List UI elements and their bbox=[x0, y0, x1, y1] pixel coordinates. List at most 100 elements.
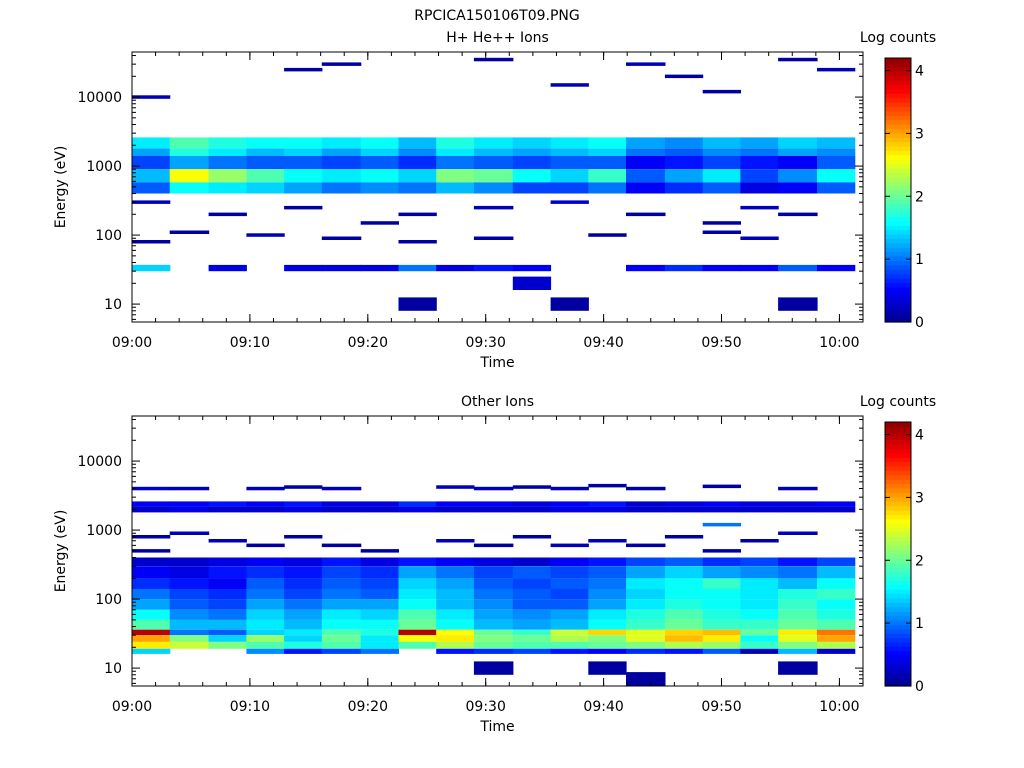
colorbar-segment bbox=[885, 88, 911, 94]
heatmap-band-cell bbox=[284, 619, 323, 630]
heatmap-band-cell bbox=[398, 635, 437, 642]
heatmap-cell bbox=[702, 221, 741, 225]
colorbar-segment bbox=[885, 668, 911, 674]
heatmap-band-cell bbox=[208, 589, 247, 600]
colorbar-segment bbox=[885, 198, 911, 204]
heatmap-band-cell bbox=[169, 137, 210, 149]
heatmap-band-cell bbox=[550, 148, 589, 156]
heatmap-band-cell bbox=[169, 566, 210, 579]
heatmap-band-cell bbox=[626, 566, 666, 579]
colorbar-segment bbox=[885, 584, 911, 590]
heatmap-band-cell bbox=[512, 182, 552, 194]
heatmap-band-cell bbox=[512, 557, 552, 567]
colorbar-label: Log counts bbox=[860, 30, 936, 46]
colorbar-tick-label: 4 bbox=[915, 64, 924, 80]
heatmap-cell bbox=[321, 486, 362, 491]
heatmap-band-cell bbox=[436, 619, 475, 630]
heatmap-cell bbox=[588, 661, 627, 675]
x-tick-label: 09:50 bbox=[701, 335, 741, 351]
heatmap-band-cell bbox=[817, 589, 856, 600]
colorbar-segment bbox=[885, 510, 911, 515]
colorbar-segment bbox=[885, 238, 911, 244]
heatmap-band-cell bbox=[398, 578, 437, 589]
heatmap-cell bbox=[778, 661, 818, 675]
heatmap-band-cell bbox=[246, 506, 285, 513]
heatmap-band-cell bbox=[436, 648, 475, 654]
heatmap-band-cell bbox=[740, 589, 779, 600]
heatmap-band-cell bbox=[550, 566, 589, 579]
heatmap-cell bbox=[284, 485, 323, 489]
colorbar-segment bbox=[885, 216, 911, 222]
heatmap-band-cell bbox=[284, 169, 323, 183]
heatmap-band-cell bbox=[550, 578, 589, 589]
heatmap-band-cell bbox=[778, 501, 818, 507]
heatmap-band-cell bbox=[169, 182, 210, 194]
heatmap-band-cell bbox=[588, 137, 627, 149]
heatmap-cell bbox=[284, 535, 323, 539]
colorbar-segment bbox=[885, 137, 911, 143]
heatmap-cell bbox=[702, 484, 741, 489]
heatmap-band-cell bbox=[360, 501, 399, 507]
page-title: RPCICA150106T09.PNG bbox=[414, 8, 579, 24]
heatmap-band-cell bbox=[398, 619, 437, 630]
heatmap-band-cell bbox=[778, 566, 818, 579]
heatmap-band-cell bbox=[473, 557, 514, 567]
heatmap-band-cell bbox=[626, 137, 666, 149]
heatmap-cell bbox=[664, 535, 704, 539]
heatmap-band-cell bbox=[284, 501, 323, 507]
heatmap-band-cell bbox=[132, 566, 171, 579]
heatmap-band-cell bbox=[588, 589, 627, 600]
heatmap-band-cell bbox=[778, 264, 818, 272]
colorbar-segment bbox=[885, 71, 911, 77]
heatmap-band-cell bbox=[132, 599, 171, 610]
heatmap-band-cell bbox=[664, 156, 704, 170]
colorbar-segment bbox=[885, 474, 911, 480]
heatmap-band-cell bbox=[778, 629, 818, 636]
colorbar-segment bbox=[885, 580, 911, 586]
heatmap-band-cell bbox=[740, 169, 779, 183]
heatmap-cell bbox=[740, 236, 779, 240]
heatmap-band-cell bbox=[321, 506, 362, 513]
heatmap-band-cell bbox=[321, 599, 362, 610]
colorbar-segment bbox=[885, 194, 911, 200]
heatmap-band-cell bbox=[321, 641, 362, 649]
colorbar-segment bbox=[885, 207, 911, 213]
heatmap-cell bbox=[436, 485, 475, 489]
heatmap-cell bbox=[321, 543, 362, 548]
heatmap-band-cell bbox=[398, 566, 437, 579]
x-tick-label: 09:20 bbox=[348, 699, 388, 715]
y-axis-label: Energy (eV) bbox=[53, 146, 69, 229]
heatmap-band-cell bbox=[550, 648, 589, 654]
colorbar-segment bbox=[885, 247, 911, 253]
colorbar-segment bbox=[885, 655, 911, 661]
heatmap-band-cell bbox=[512, 619, 552, 630]
colorbar-segment bbox=[885, 527, 911, 533]
colorbar-segment bbox=[885, 256, 911, 261]
heatmap-band-cell bbox=[284, 648, 323, 654]
colorbar-segment bbox=[885, 628, 911, 634]
colorbar-tick-label: 3 bbox=[915, 126, 924, 142]
heatmap-cell bbox=[473, 543, 514, 548]
colorbar-segment bbox=[885, 448, 911, 454]
heatmap-cell bbox=[588, 539, 627, 543]
chart-panel-1: 09:00 09:10 09:20 09:30 09:40 09:50 10:0010100… bbox=[53, 30, 936, 371]
heatmap-band-cell bbox=[702, 629, 741, 636]
heatmap-band-cell bbox=[702, 648, 741, 654]
heatmap-band-cell bbox=[473, 619, 514, 630]
heatmap-band-cell bbox=[626, 156, 666, 170]
heatmap-band-cell bbox=[702, 137, 741, 149]
colorbar-segment bbox=[885, 128, 911, 134]
heatmap-cell bbox=[778, 57, 818, 62]
heatmap-band-cell bbox=[702, 506, 741, 513]
colorbar-segment bbox=[885, 593, 911, 599]
heatmap-band-cell bbox=[436, 566, 475, 579]
heatmap-cell bbox=[588, 233, 627, 237]
heatmap-band-cell bbox=[588, 501, 627, 507]
heatmap-band-cell bbox=[473, 169, 514, 183]
heatmap-band-cell bbox=[473, 501, 514, 507]
heatmap-band-cell bbox=[664, 169, 704, 183]
colorbar-segment bbox=[885, 150, 911, 156]
heatmap-band-cell bbox=[512, 506, 552, 513]
heatmap-band-cell bbox=[132, 156, 171, 170]
heatmap-band-cell bbox=[664, 182, 704, 194]
